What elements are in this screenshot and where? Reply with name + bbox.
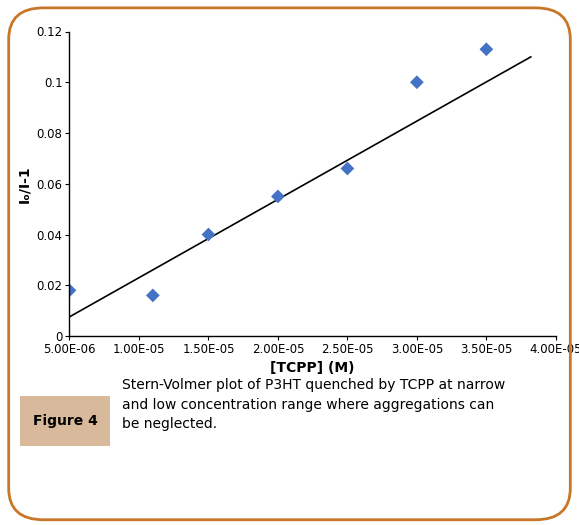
Text: Stern-Volmer plot of P3HT quenched by TCPP at narrow
and low concentration range: Stern-Volmer plot of P3HT quenched by TC… — [122, 378, 505, 431]
Text: Figure 4: Figure 4 — [32, 414, 98, 428]
Point — [65, 286, 74, 295]
Point — [482, 45, 491, 54]
X-axis label: [TCPP] (M): [TCPP] (M) — [270, 362, 355, 375]
Point — [204, 230, 213, 239]
Y-axis label: Iₒ/I-1: Iₒ/I-1 — [17, 165, 31, 203]
Point — [343, 164, 352, 173]
Point — [412, 78, 422, 87]
Point — [273, 192, 283, 201]
Point — [148, 291, 157, 300]
